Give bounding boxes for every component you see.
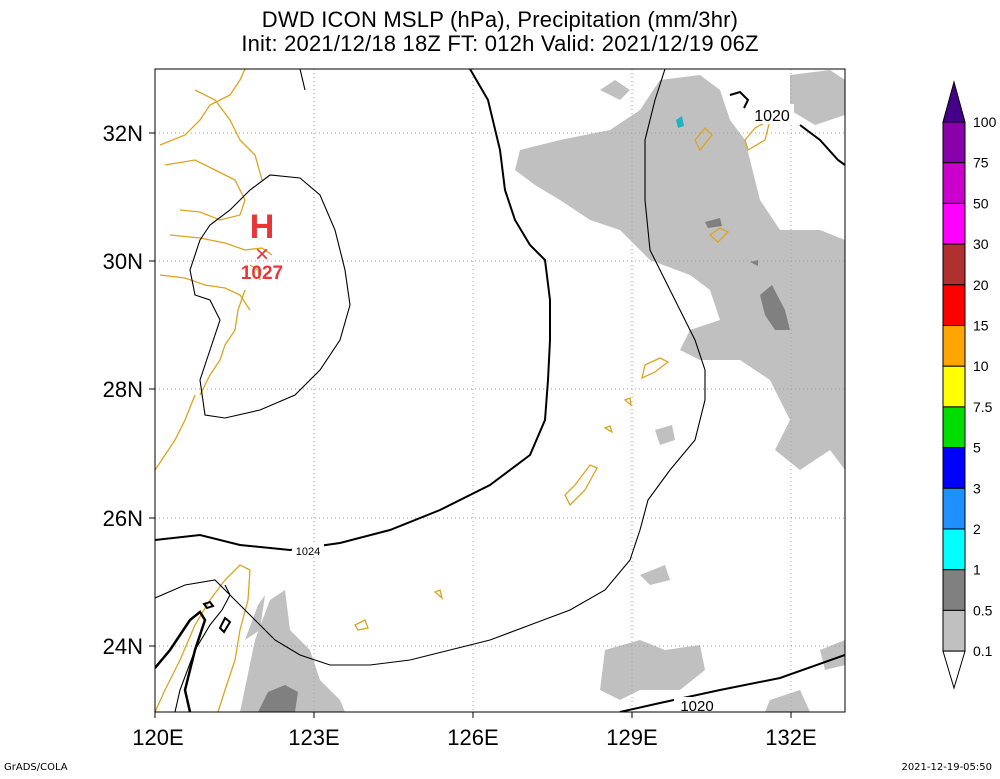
colorbar-label: 1 <box>973 562 981 578</box>
plot-frame <box>154 68 846 713</box>
generation-timestamp: 2021-12-19-05:50 <box>901 762 992 773</box>
colorbar-label: 5 <box>973 440 981 456</box>
x-tick-120e: 120E <box>132 725 183 750</box>
high-pressure-symbol: H <box>250 208 275 246</box>
colorbar-swatch <box>942 121 966 164</box>
colorbar-swatch <box>942 609 966 652</box>
colorbar-swatch <box>942 162 966 204</box>
colorbar-label: 50 <box>973 195 989 211</box>
map-subtitle: Init: 2021/12/18 18Z FT: 012h Valid: 202… <box>241 31 759 56</box>
y-tick-32n: 32N <box>103 121 143 146</box>
colorbar-label: 15 <box>973 318 989 334</box>
y-tick-28n: 28N <box>103 377 143 402</box>
isobar-label-bg <box>292 543 324 557</box>
colorbar-cap-bottom <box>942 650 966 690</box>
high-pressure-marker: × <box>255 241 269 268</box>
colorbar-swatch <box>942 487 966 530</box>
colorbar-swatch <box>942 325 966 367</box>
colorbar-swatch <box>942 202 966 245</box>
software-credit: GrADS/COLA <box>4 762 68 773</box>
x-tick-129e: 129E <box>606 725 657 750</box>
tick-marks <box>149 132 792 718</box>
x-tick-132e: 132E <box>765 725 816 750</box>
colorbar-swatch <box>942 528 966 571</box>
y-tick-30n: 30N <box>103 249 143 274</box>
x-tick-123e: 123E <box>288 725 339 750</box>
colorbar-swatch <box>942 284 966 326</box>
y-tick-26n: 26N <box>103 506 143 531</box>
colorbar-label: 0.1 <box>973 643 993 659</box>
colorbar-label: 7.5 <box>973 399 993 415</box>
isobar-label-1024: 1024 <box>296 546 320 558</box>
colorbar-label: 2 <box>973 521 981 537</box>
precipitation-layer <box>240 70 845 712</box>
colorbar-label: 10 <box>973 358 989 374</box>
precipitation-colorbar: 0.1 0.5 1 2 3 5 7.5 10 15 20 30 50 75 100 <box>942 80 997 690</box>
high-pressure-value: 1027 <box>241 263 283 284</box>
isobar-label-bg <box>750 104 794 124</box>
colorbar-label: 3 <box>973 480 981 496</box>
colorbar-swatch <box>942 447 966 489</box>
colorbar-swatch <box>942 569 966 611</box>
graticule <box>155 69 845 712</box>
isobar-label-1020-north: 1020 <box>754 108 790 125</box>
x-tick-126e: 126E <box>447 725 498 750</box>
isobar-label-1020-south: 1020 <box>680 698 713 715</box>
colorbar-label: 0.5 <box>973 602 993 618</box>
isobar-label-bg <box>674 697 718 712</box>
y-tick-24n: 24N <box>103 634 143 659</box>
colorbar-swatch <box>942 243 966 286</box>
coastline-layer <box>155 69 771 712</box>
colorbar-swatch <box>942 406 966 449</box>
colorbar-swatch <box>942 365 966 408</box>
colorbar-label: 30 <box>973 236 989 252</box>
colorbar-label: 75 <box>973 155 989 171</box>
map-title: DWD ICON MSLP (hPa), Precipitation (mm/3… <box>261 7 739 32</box>
colorbar-label: 20 <box>973 277 989 293</box>
colorbar-cap-top <box>942 80 966 123</box>
colorbar-label: 100 <box>973 114 997 130</box>
